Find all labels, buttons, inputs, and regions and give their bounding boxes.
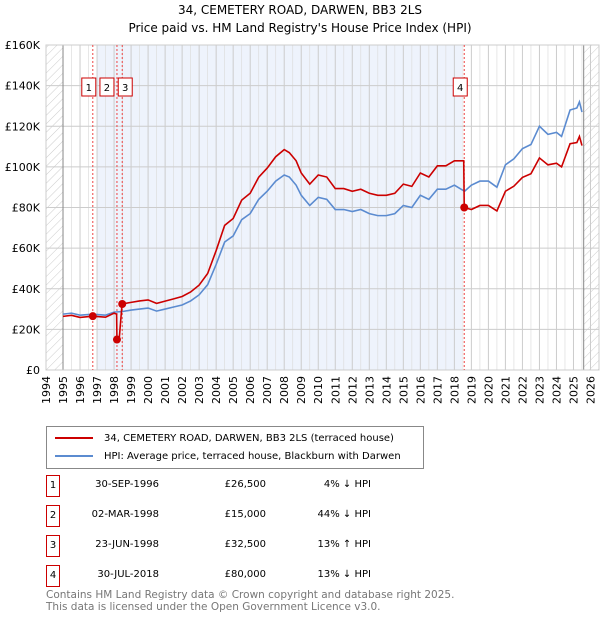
footer-licence: This data is licensed under the Open Gov… (46, 601, 381, 613)
sale-date: 30-SEP-1996 (95, 479, 159, 490)
x-tick-label: 2020 (482, 376, 495, 404)
x-tick-label: 2011 (329, 376, 342, 404)
legend-item-property: 34, CEMETERY ROAD, DARWEN, BB3 2LS (terr… (55, 430, 394, 446)
series-line-property (62, 133, 583, 341)
table-row: 2 02-MAR-1998 £15,000 44% ↓ HPI (46, 505, 386, 527)
x-tick-label: 2015 (397, 376, 410, 404)
chart-title: 34, CEMETERY ROAD, DARWEN, BB3 2LS (177, 3, 423, 17)
x-tick-label: 2016 (414, 376, 427, 404)
sale-date: 23-JUN-1998 (95, 539, 159, 550)
price-chart: 1994 1995 1996 1997 1998 1999 2000 2001 2002 2003… (5, 39, 600, 404)
x-tick-label: 2013 (363, 376, 376, 404)
sale-point (88, 312, 97, 321)
y-tick-label: £80K (12, 202, 41, 215)
sale-label-box (99, 77, 115, 97)
x-tick-label: 2012 (346, 376, 359, 404)
sale-number: 3 (46, 535, 60, 557)
x-tick-label: 1998 (108, 376, 121, 404)
sale-label-box (81, 77, 97, 97)
x-tick-label: 2021 (499, 376, 512, 404)
x-tick-label: 2018 (448, 376, 461, 404)
y-tick-label: £120K (5, 120, 41, 133)
sale-number: 1 (46, 475, 60, 497)
x-tick-label: 2008 (278, 376, 291, 404)
sale-point (118, 299, 127, 308)
sale-label: 1 (86, 83, 92, 94)
x-tick-label: 2026 (584, 376, 597, 404)
table-row: 3 23-JUN-1998 £32,500 13% ↑ HPI (46, 535, 386, 557)
legend-label: HPI: Average price, terraced house, Blac… (104, 450, 401, 462)
y-tick-label: £20K (12, 323, 41, 336)
x-tick-label: 1996 (74, 376, 87, 404)
x-tick-label: 2022 (516, 376, 529, 404)
sale-number: 2 (46, 505, 60, 527)
x-tick-label: 2005 (227, 376, 240, 404)
sale-date: 30-JUL-2018 (97, 569, 159, 580)
x-tick-label: 2010 (312, 376, 325, 404)
sale-price: £15,000 (224, 509, 266, 520)
legend: 34, CEMETERY ROAD, DARWEN, BB3 2LS (terr… (46, 426, 424, 469)
y-tick-label: £40K (12, 283, 41, 296)
y-tick-label: £0 (26, 364, 40, 377)
x-tick-label: 1997 (91, 376, 104, 404)
legend-item-hpi: HPI: Average price, terraced house, Blac… (55, 448, 401, 464)
table-row: 4 30-JUL-2018 £80,000 13% ↓ HPI (46, 565, 386, 587)
footer-copyright: Contains HM Land Registry data © Crown c… (46, 589, 455, 601)
sale-price: £32,500 (224, 539, 266, 550)
x-tick-label: 2025 (567, 376, 580, 404)
x-tick-label: 2000 (142, 376, 155, 404)
sale-number: 4 (46, 565, 60, 587)
sale-point (460, 203, 469, 212)
sale-label-box (117, 77, 133, 97)
y-tick-label: £160K (5, 39, 41, 52)
x-tick-label: 2007 (261, 376, 274, 404)
sale-hpi-diff: 13% ↑ HPI (317, 539, 371, 550)
x-tick-label: 2019 (465, 376, 478, 404)
legend-swatch-blue (55, 455, 93, 457)
x-tick-label: 1999 (125, 376, 138, 404)
legend-label: 34, CEMETERY ROAD, DARWEN, BB3 2LS (terr… (104, 432, 394, 444)
y-tick-label: £100K (5, 161, 41, 174)
sale-point (112, 335, 121, 344)
x-tick-label: 2004 (210, 376, 223, 404)
x-tick-label: 2001 (159, 376, 172, 404)
x-tick-label: 2017 (431, 376, 444, 404)
x-tick-label: 2023 (533, 376, 546, 404)
sale-hpi-diff: 4% ↓ HPI (323, 479, 371, 490)
x-tick-label: 2002 (176, 376, 189, 404)
y-tick-label: £140K (5, 80, 41, 93)
x-tick-label: 2024 (550, 376, 563, 404)
sale-label: 2 (104, 83, 110, 94)
x-tick-label: 2014 (380, 376, 393, 404)
sale-label: 3 (122, 83, 128, 94)
plot-border (45, 44, 600, 371)
x-tick-label: 2009 (295, 376, 308, 404)
x-tick-label: 1995 (57, 376, 70, 404)
sale-price: £80,000 (224, 569, 266, 580)
x-tick-label: 2003 (193, 376, 206, 404)
sale-label: 4 (457, 83, 463, 94)
sale-hpi-diff: 44% ↓ HPI (317, 509, 371, 520)
legend-swatch-red (55, 437, 93, 439)
sale-date: 02-MAR-1998 (91, 509, 159, 520)
y-tick-label: £60K (12, 242, 41, 255)
chart-subtitle: Price paid vs. HM Land Registry's House … (128, 21, 472, 35)
table-row: 1 30-SEP-1996 £26,500 4% ↓ HPI (46, 475, 386, 497)
series-line-hpi (62, 99, 583, 316)
x-tick-label: 2006 (244, 376, 257, 404)
sale-price: £26,500 (224, 479, 266, 490)
sale-label-box (452, 77, 468, 97)
sale-hpi-diff: 13% ↓ HPI (317, 569, 371, 580)
x-tick-label: 1994 (40, 376, 53, 404)
